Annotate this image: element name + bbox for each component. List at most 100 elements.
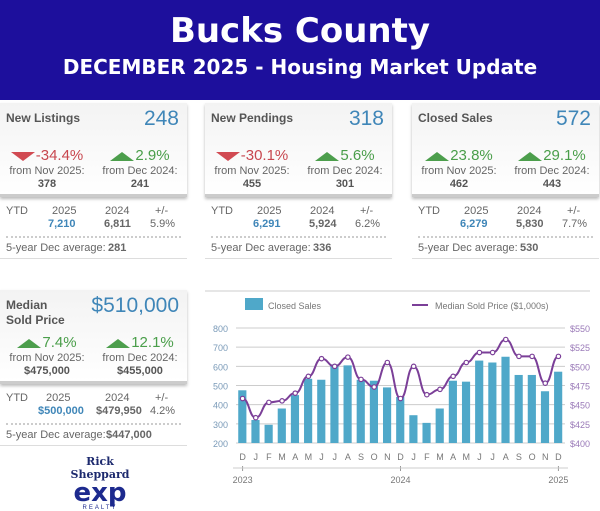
ytd-label: YTD — [418, 205, 440, 217]
stat-card: Closed Sales 572 23.8% from Nov 2025: 462 29.… — [412, 103, 599, 259]
bar-closed-sales — [448, 380, 457, 443]
median-price-point — [384, 359, 391, 366]
stat-card: Median Sold Price $510,000 7.4% from Nov 202… — [0, 290, 187, 446]
median-price-point — [437, 386, 443, 393]
agent-name: Rick Sheppard — [70, 455, 130, 481]
bar-closed-sales — [461, 381, 471, 443]
median-price-point — [502, 336, 509, 343]
arrow-up-icon — [425, 151, 450, 161]
avg-value: 281 — [108, 242, 127, 254]
median-price-point — [450, 373, 456, 380]
avg-label: 5-year Dec average: — [418, 242, 518, 254]
bar-closed-sales — [396, 397, 405, 443]
change-chg1: 23.8% from Nov 2025: 462 — [414, 147, 504, 191]
change-chg2: 2.9% from Dec 2024: 241 — [95, 147, 185, 191]
change-value: 443 — [542, 178, 562, 190]
ytd-diff: 5.9% — [150, 218, 176, 230]
ytd-label: YTD — [6, 205, 28, 217]
y2-tick-label: $475 — [570, 382, 590, 392]
median-price-point — [279, 398, 285, 404]
divider — [211, 236, 386, 238]
bar-closed-sales — [264, 424, 273, 443]
bar-closed-sales — [290, 395, 300, 443]
arrow-up-icon — [315, 151, 340, 161]
avg-label: 5-year Dec average: — [211, 242, 311, 254]
ytd-diff: 7.7% — [562, 218, 588, 230]
bar-closed-sales — [356, 379, 365, 443]
page-subtitle: DECEMBER 2025 - Housing Market Update — [62, 55, 538, 79]
median-price-point — [266, 399, 272, 406]
x-tick-label: F — [424, 452, 430, 462]
x-tick-label: A — [450, 452, 456, 462]
change-label: from Nov 2025: — [214, 165, 290, 177]
change-percent: 2.9% — [135, 147, 170, 164]
median-price-point — [489, 349, 496, 356]
ytd-year1: 2025 — [464, 205, 489, 217]
y-tick-label: 600 — [213, 362, 228, 372]
y2-tick-label: $525 — [570, 343, 590, 353]
x-tick-label: D — [555, 452, 562, 462]
divider — [418, 236, 593, 238]
change-label: from Nov 2025: — [9, 352, 85, 364]
avg-value: 336 — [313, 242, 332, 254]
median-price-point — [463, 359, 470, 366]
stat-card: New Listings 248 -34.4% from Nov 2025: 378 2.… — [0, 103, 187, 259]
change-percent: 29.1% — [543, 147, 586, 164]
median-price-point — [371, 384, 377, 390]
logo: Rick Sheppard exp REALTY — [60, 455, 140, 511]
bar-closed-sales — [369, 380, 378, 443]
ytd-diff: 4.2% — [150, 405, 176, 417]
year-label: 2023 — [233, 475, 253, 485]
change-value: 241 — [130, 178, 150, 190]
ytd-label: YTD — [6, 392, 28, 404]
divider — [6, 423, 181, 425]
ytd-year2: 2024 — [310, 205, 335, 217]
card-value: $510,000 — [91, 294, 179, 317]
change-chg1: -34.4% from Nov 2025: 378 — [2, 147, 92, 191]
x-tick-label: M — [463, 452, 471, 462]
bar-closed-sales — [475, 360, 484, 443]
change-percent: 23.8% — [450, 147, 493, 164]
ytd-year1: 2025 — [257, 205, 282, 217]
change-percent: 12.1% — [131, 334, 174, 351]
ytd-diff-label: +/- — [567, 205, 581, 217]
x-tick-label: O — [371, 452, 378, 462]
median-price-point — [292, 390, 299, 396]
median-price-point — [345, 354, 351, 360]
change-value: 378 — [37, 178, 57, 190]
divider — [6, 236, 181, 238]
ytd-year2: 2024 — [517, 205, 542, 217]
change-percent: -34.4% — [35, 147, 84, 164]
avg-value: 530 — [520, 242, 539, 254]
x-tick-label: N — [384, 452, 391, 462]
legend-bar-swatch — [245, 298, 263, 310]
x-tick-label: D — [397, 452, 404, 462]
x-tick-label: A — [292, 452, 298, 462]
x-tick-label: J — [411, 452, 416, 462]
bar-closed-sales — [409, 415, 418, 443]
median-price-point — [529, 353, 535, 360]
change-label: from Dec 2024: — [307, 165, 383, 177]
bar-closed-sales — [488, 362, 497, 443]
x-tick-label: M — [278, 452, 286, 462]
card-value: 248 — [143, 107, 179, 130]
bar-closed-sales — [422, 422, 431, 443]
x-tick-label: M — [436, 452, 444, 462]
median-price-point — [555, 353, 562, 360]
x-tick-label: A — [503, 452, 509, 462]
median-price-point — [542, 380, 549, 387]
change-label: from Nov 2025: — [9, 165, 85, 177]
x-tick-label: J — [490, 452, 495, 462]
change-chg2: 29.1% from Dec 2024: 443 — [507, 147, 597, 191]
bar-closed-sales — [527, 374, 536, 443]
card-title-line1: Median — [6, 298, 48, 312]
ytd-diff-label: +/- — [155, 205, 169, 217]
bar-closed-sales — [277, 408, 286, 443]
bar-closed-sales — [330, 364, 339, 443]
bar-closed-sales — [304, 378, 313, 443]
x-tick-label: N — [542, 452, 549, 462]
bar-closed-sales — [343, 365, 352, 443]
y2-tick-label: $400 — [570, 439, 590, 449]
change-label: from Dec 2024: — [514, 165, 590, 177]
x-tick-label: A — [345, 452, 351, 462]
